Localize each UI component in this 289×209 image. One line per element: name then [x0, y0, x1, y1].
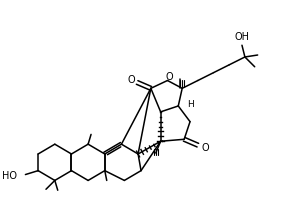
Text: HO: HO: [1, 171, 16, 181]
Text: O: O: [127, 75, 135, 84]
Text: O: O: [166, 71, 173, 82]
Text: O: O: [202, 143, 210, 153]
Text: H: H: [187, 99, 194, 108]
Text: OH: OH: [234, 32, 249, 42]
